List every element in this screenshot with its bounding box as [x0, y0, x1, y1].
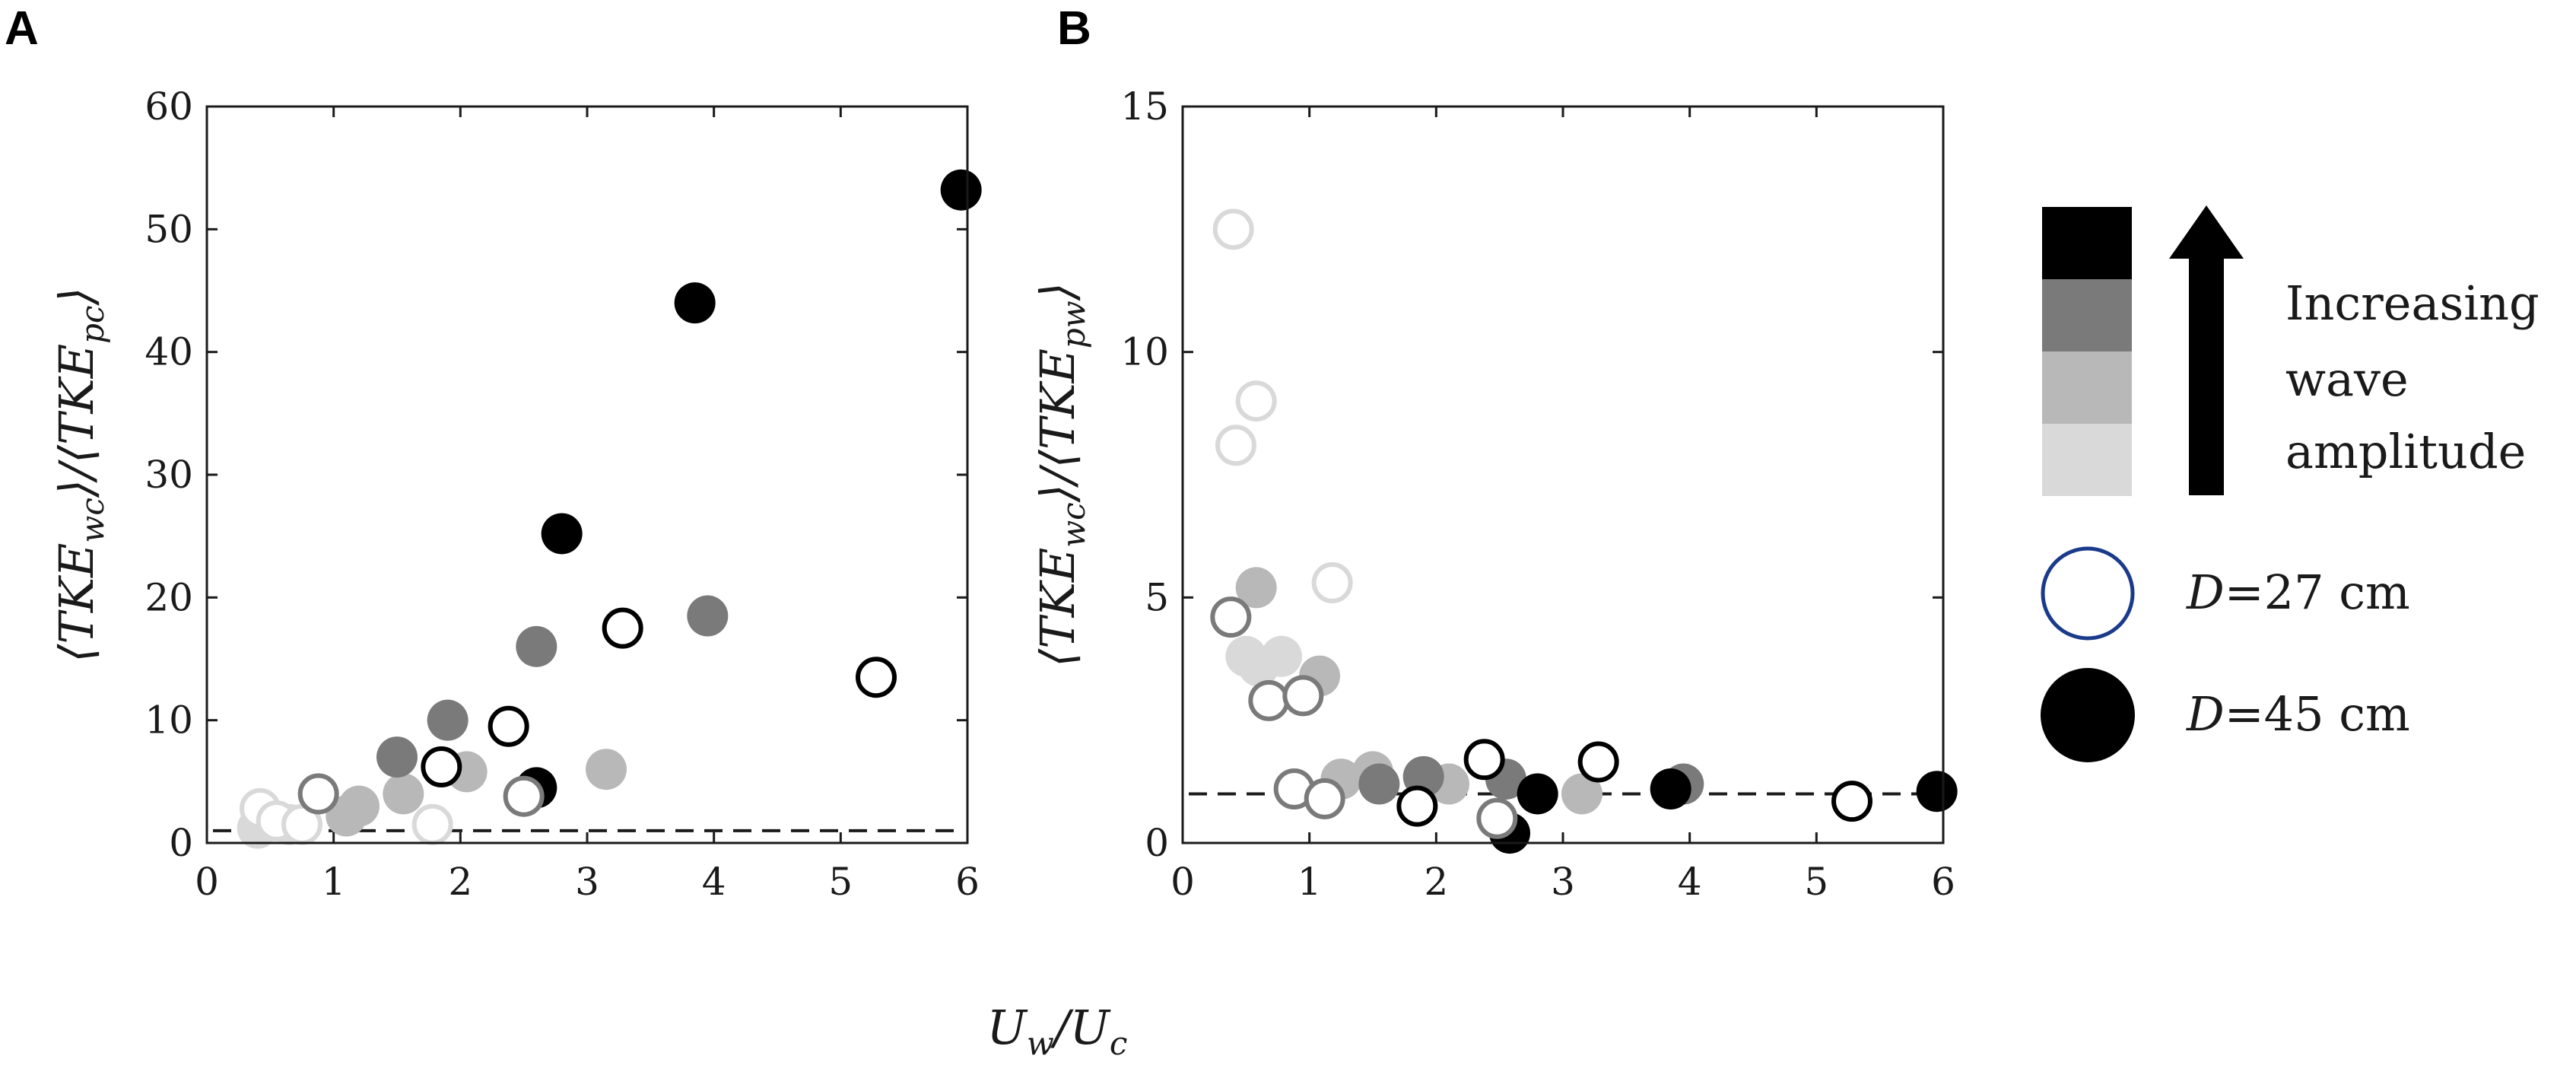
panel-a-point-open: [488, 705, 529, 747]
panel-b-y-tick-label: 15: [1120, 84, 1169, 129]
panel-a-point-filled: [940, 169, 982, 211]
panel-b-point-open: [1831, 781, 1872, 822]
panel-a-x-tick-label: 5: [828, 860, 853, 904]
panel-a-x-tick-label: 0: [195, 860, 219, 904]
panel-label-a: A: [5, 2, 39, 55]
panel-a-x-tick-label: 1: [322, 860, 346, 904]
legend-swatch-level-1: [2042, 424, 2132, 496]
panel-a-y-tick-label: 30: [145, 453, 193, 497]
panel-b-y-axis-label: ⟨TKEwc⟩/⟨TKEpw⟩: [1030, 282, 1092, 667]
panel-a-point-open: [602, 607, 643, 649]
panel-b-point-open: [1311, 561, 1353, 603]
legend: Increasing wave amplitude D=27 cm D=45 c…: [2041, 205, 2539, 762]
panel-b-point-filled: [1650, 768, 1691, 810]
panel-b-y-tick-label: 10: [1120, 330, 1169, 374]
panel-b-y-tick-label: 5: [1145, 575, 1169, 619]
panel-a-point-open: [297, 773, 339, 815]
panel-a-point-filled: [427, 699, 469, 741]
panel-a-point-filled: [541, 513, 583, 555]
panel-a-point-filled: [687, 595, 729, 637]
panel-b-x-tick-label: 5: [1804, 860, 1828, 904]
panel-b-x-tick-label: 6: [1931, 860, 1955, 904]
shared-x-axis-label: Uw/Uc: [987, 1000, 1128, 1062]
panel-b-chart: 0 1 2 3 4 5 6 0 5 10 15 ⟨TKEwc⟩/⟨TKEpw⟩: [1030, 84, 1958, 904]
legend-caption-line-3: amplitude: [2285, 424, 2526, 479]
panel-b-point-open: [1210, 596, 1252, 638]
panel-a-y-tick-label: 60: [145, 84, 193, 129]
panel-b-point-filled: [1916, 771, 1958, 813]
panel-b-point-open: [1282, 675, 1324, 717]
panel-a-y-tick-label: 20: [145, 575, 193, 619]
panel-a-y-axis-label: ⟨TKEwc⟩/⟨TKEpc⟩: [49, 287, 111, 662]
panel-a-point-filled: [383, 773, 424, 815]
panel-a-y-tick-label: 0: [169, 821, 193, 865]
panel-b-points: [1210, 208, 1958, 854]
panel-b-ticks: 0 1 2 3 4 5 6 0 5 10 15: [1120, 84, 1955, 904]
panel-a-y-tick-label: 10: [145, 698, 193, 743]
panel-b-point-filled: [1517, 773, 1558, 815]
up-arrow-icon: [2169, 205, 2244, 495]
panel-a-x-tick-label: 6: [955, 860, 980, 904]
legend-d27-label: D=27 cm: [2186, 565, 2410, 620]
panel-a-axes-box: [205, 105, 969, 844]
panel-b-x-tick-label: 4: [1678, 860, 1702, 904]
legend-d45-label: D=45 cm: [2186, 686, 2410, 742]
panel-b-point-open: [1396, 785, 1438, 827]
legend-filled-circle-marker: [2041, 668, 2135, 762]
panel-a-y-tick-label: 50: [145, 207, 193, 251]
panel-a-points: [237, 169, 982, 849]
panel-b-point-open: [1235, 380, 1277, 422]
panel-b-x-tick-label: 2: [1424, 860, 1448, 904]
legend-caption-line-2: wave: [2285, 351, 2409, 407]
panel-a-x-tick-label: 3: [575, 860, 599, 904]
panel-a-y-tick-label: 40: [145, 330, 193, 374]
panel-a-x-tick-label: 2: [448, 860, 472, 904]
panel-b-point-open: [1212, 208, 1254, 250]
panel-b-point-filled: [1358, 763, 1400, 805]
panel-a-point-open: [856, 657, 897, 698]
panel-a-point-filled: [338, 785, 380, 827]
panel-b-point-filled: [1235, 567, 1277, 609]
legend-swatch-level-3: [2042, 279, 2132, 351]
panel-a-point-open: [421, 746, 462, 787]
panel-a-point-open: [503, 775, 545, 817]
legend-open-circle-marker: [2041, 546, 2135, 641]
legend-d45-variable: D: [2186, 686, 2225, 742]
legend-d45-value: =45 cm: [2225, 686, 2410, 742]
panel-b-point-filled: [1561, 773, 1602, 815]
panel-b-point-open: [1463, 739, 1505, 781]
legend-caption-line-1: Increasing: [2285, 275, 2539, 331]
legend-swatch-level-2: [2042, 351, 2132, 424]
panel-b-point-filled: [1261, 635, 1302, 677]
panel-b-point-open: [1215, 425, 1256, 466]
panel-a-point-filled: [516, 625, 557, 667]
panel-b-x-tick-label: 3: [1551, 860, 1575, 904]
panel-a-point-filled: [376, 736, 418, 778]
legend-d27-value: =27 cm: [2225, 565, 2410, 620]
legend-swatch-level-4: [2042, 207, 2132, 279]
panel-a-point-filled: [674, 282, 716, 324]
legend-d27-variable: D: [2186, 565, 2225, 620]
panel-b-x-tick-label: 0: [1170, 860, 1195, 904]
panel-b-point-open: [1476, 797, 1518, 839]
panel-a-point-open: [411, 803, 453, 845]
panel-b-axes-box: [1181, 105, 1945, 844]
panel-b-x-tick-label: 1: [1298, 860, 1322, 904]
panel-b-point-open: [1248, 679, 1290, 721]
panel-a-x-tick-label: 4: [702, 860, 726, 904]
panel-b-point-open: [1304, 778, 1345, 819]
panel-label-b: B: [1057, 2, 1091, 55]
panel-b-y-tick-label: 0: [1145, 821, 1169, 865]
panel-a-point-filled: [586, 749, 627, 790]
panel-b-point-open: [1577, 741, 1619, 783]
